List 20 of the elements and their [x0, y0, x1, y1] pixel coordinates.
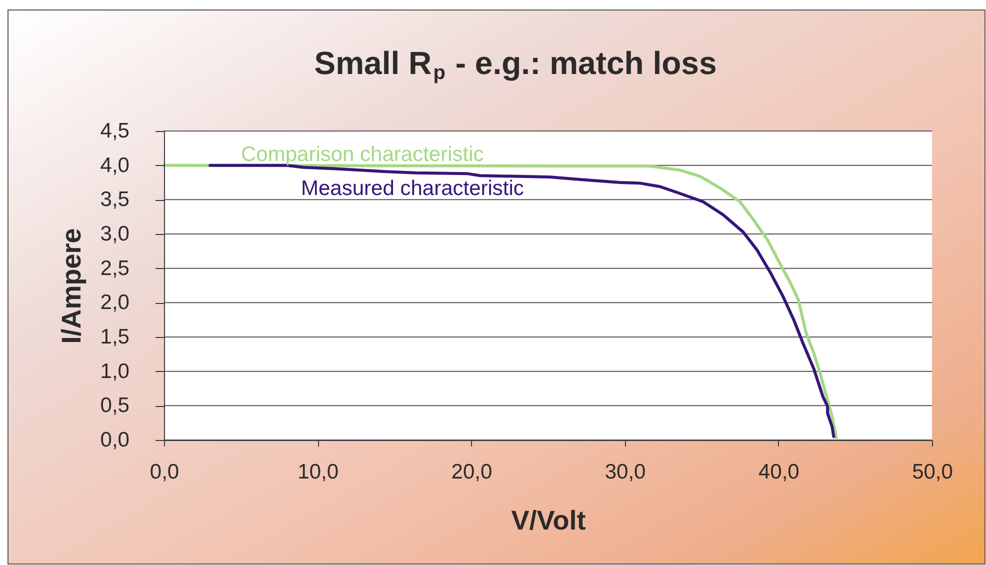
x-tick-label: 0,0 — [150, 460, 180, 484]
x-tick-label: 50,0 — [912, 460, 953, 484]
y-tick-label: 2,5 — [100, 256, 130, 280]
y-tick-label: 1,0 — [100, 360, 130, 383]
y-tick-label: 0,0 — [100, 428, 130, 452]
x-tick-label: 20,0 — [451, 460, 492, 484]
series-label: Measured characteristic — [301, 177, 524, 200]
y-tick-label: 4,0 — [100, 154, 130, 177]
x-tick-label: 40,0 — [758, 460, 800, 484]
x-tick-label: 10,0 — [298, 460, 339, 484]
y-tick-label: 3,5 — [100, 188, 130, 212]
y-tick-label: 2,0 — [100, 291, 130, 314]
y-axis-title: I/Ampere — [56, 228, 86, 344]
y-tick-label: 0,5 — [100, 394, 130, 418]
x-axis-title: V/Volt — [511, 506, 586, 536]
y-tick-label: 1,5 — [100, 326, 130, 348]
y-tick-label: 3,0 — [100, 222, 130, 246]
series-label: Comparison characteristic — [241, 143, 484, 166]
y-tick-label: 4,5 — [100, 120, 130, 142]
x-tick-label: 30,0 — [604, 460, 646, 484]
